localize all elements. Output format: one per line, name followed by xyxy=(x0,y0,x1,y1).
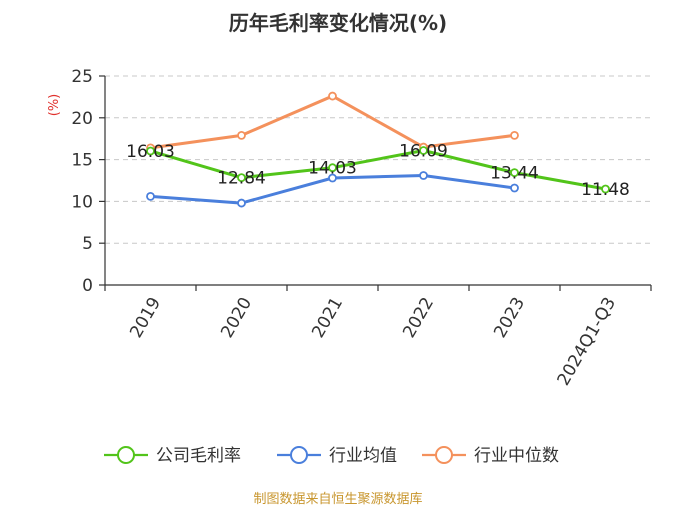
x-tick-label: 2020 xyxy=(217,294,256,341)
y-tick-label: 25 xyxy=(71,67,93,87)
legend-label: 行业均值 xyxy=(329,446,397,466)
source-note: 制图数据来自恒生聚源数据库 xyxy=(253,491,422,507)
series-line-2 xyxy=(150,94,515,150)
data-label: 16.09 xyxy=(399,141,448,161)
x-tick-label: 2019 xyxy=(126,294,165,341)
data-point xyxy=(146,191,155,201)
data-point xyxy=(510,168,519,178)
data-point xyxy=(146,146,155,156)
axes xyxy=(99,75,652,291)
y-tick-labels: 0 5 10 15 20 25 xyxy=(71,67,93,296)
data-point xyxy=(237,130,246,140)
data-point xyxy=(419,146,428,155)
data-point xyxy=(328,163,337,173)
y-tick-label: 0 xyxy=(82,276,93,296)
series-line-0 xyxy=(150,148,606,191)
x-tick-label: 2022 xyxy=(399,294,438,341)
x-tick-labels: 2019 2020 2021 2022 2023 2024Q1-Q3 xyxy=(126,294,620,389)
data-label: 13.44 xyxy=(490,164,539,184)
data-point xyxy=(510,183,519,193)
y-tick-label: 20 xyxy=(71,109,93,129)
data-point xyxy=(601,184,610,194)
y-tick-label: 15 xyxy=(71,151,93,171)
x-tick-label: 2023 xyxy=(490,294,529,341)
y-tick-label: 10 xyxy=(71,192,93,212)
data-point xyxy=(419,171,428,180)
data-labels: 16.03 12.84 14.03 16.09 13.44 11.48 xyxy=(126,141,630,200)
legend-marker xyxy=(290,446,308,464)
x-tick-label: 2024Q1-Q3 xyxy=(554,294,621,389)
legend-label: 公司毛利率 xyxy=(156,446,241,466)
series xyxy=(146,91,610,208)
data-point xyxy=(328,173,337,183)
data-point xyxy=(237,198,246,208)
data-label: 16.03 xyxy=(126,142,175,162)
data-label: 12.84 xyxy=(217,169,266,189)
legend-marker xyxy=(435,446,453,464)
legend-label: 行业中位数 xyxy=(474,446,559,466)
data-label: 11.48 xyxy=(581,180,630,200)
legend-marker xyxy=(117,446,135,464)
data-point xyxy=(510,130,519,140)
legend: 公司毛利率 行业均值 行业中位数 xyxy=(104,446,559,466)
data-point xyxy=(237,173,246,183)
data-label: 14.03 xyxy=(308,159,357,179)
chart-title: 历年毛利率变化情况(%) xyxy=(229,11,447,35)
x-tick-label: 2021 xyxy=(308,294,347,341)
y-axis-label: (%) xyxy=(47,94,62,117)
y-tick-label: 5 xyxy=(82,234,93,254)
data-point xyxy=(328,91,337,101)
